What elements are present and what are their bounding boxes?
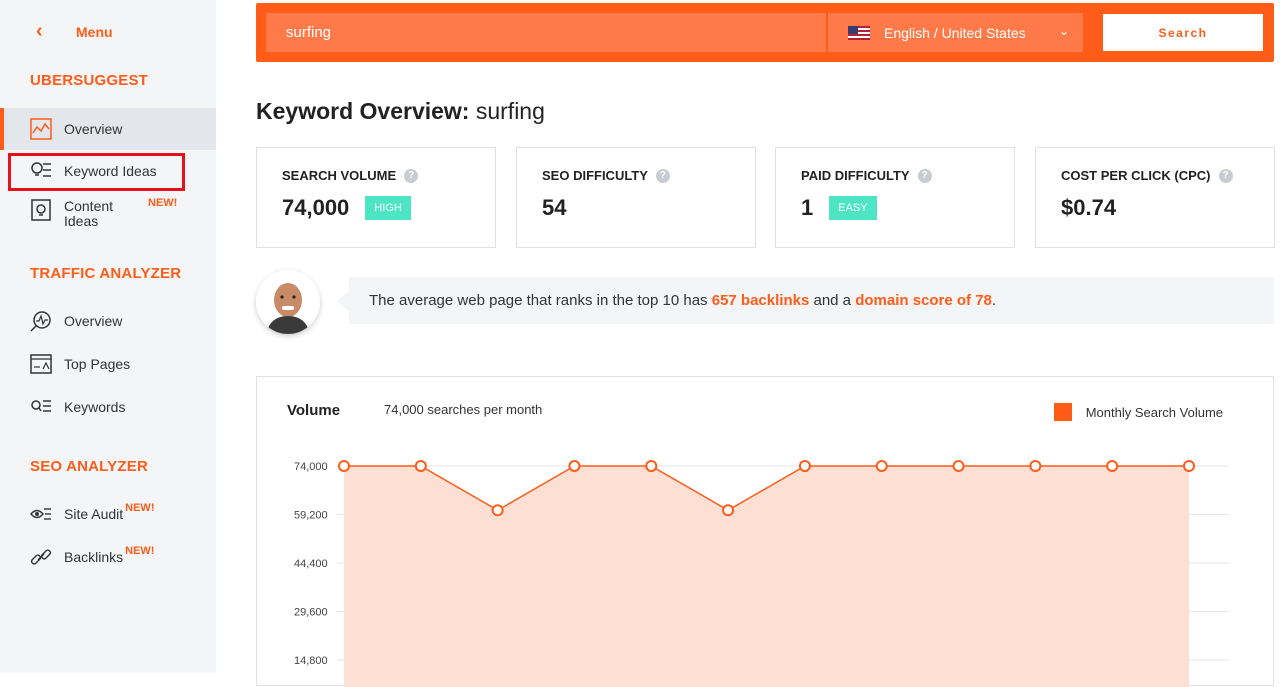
cpc-label: COST PER CLICK (CPC) [1061,168,1211,183]
help-icon[interactable]: ? [917,168,932,183]
data-point[interactable] [568,460,581,472]
new-badge: NEW! [125,545,155,557]
sidebar-item-label: Site Audit [64,506,124,522]
y-tick-label: 44,400 [294,558,328,570]
section-seo-analyzer: SEO ANALYZER [30,458,148,475]
data-point[interactable] [491,504,504,517]
data-point[interactable] [1106,460,1119,472]
sidebar-item-label: Top Pages [64,356,131,372]
cpc-card: COST PER CLICK (CPC)? $0.74 [1035,147,1275,248]
search-volume-card: SEARCH VOLUME? 74,000 HIGH [256,147,496,248]
chart-subtitle: 74,000 searches per month [384,402,543,417]
content-ideas-label: Content Ideas [64,199,113,229]
tip-text: and a [809,292,856,309]
sidebar-item-overview[interactable]: Overview [0,108,216,150]
search-volume-value: 74,000 [282,195,350,220]
cpc-value: $0.74 [1061,195,1117,220]
data-point[interactable] [414,460,427,472]
search-volume-label: SEARCH VOLUME [282,168,397,183]
sidebar-item-label: Keywords [64,399,126,415]
y-tick-label: 29,600 [294,607,328,619]
volume-chart: 74,000 59,200 44,400 29,600 14,800 [294,460,1229,687]
legend-swatch [1053,403,1072,421]
series-line [344,465,1189,512]
menu-toggle[interactable]: ‹ Menu [36,20,113,43]
data-point[interactable] [722,504,735,517]
data-point[interactable] [338,460,350,472]
seo-difficulty-label: SEO DIFFICULTY [542,168,648,183]
data-point[interactable] [952,460,965,472]
tip-bubble: The average web page that ranks in the t… [337,277,1274,324]
sidebar-item-label: Overview [64,313,123,329]
y-tick-label: 74,000 [294,461,328,473]
paid-difficulty-label: PAID DIFFICULTY [801,168,910,183]
language-label: English / United States [884,24,1026,41]
sidebar-item-label: Overview [64,121,123,137]
search-bar: surfing English / United States ⌄ Search [256,3,1274,62]
chart-icon [30,118,52,140]
content-ideas-line2: Ideas [64,213,99,229]
help-icon[interactable]: ? [1218,168,1233,183]
sidebar-item-traffic-overview[interactable]: Overview [0,300,216,342]
new-badge: NEW! [148,197,178,209]
seo-difficulty-card: SEO DIFFICULTY? 54 [516,147,756,248]
tip-domain-score: domain score of 78 [855,292,992,309]
chart-legend: Monthly Search Volume [1053,403,1223,421]
site-audit-icon [30,508,51,520]
sidebar-item-label: Backlinks [64,549,124,565]
chart-title: Volume [287,402,341,419]
section-traffic-analyzer: TRAFFIC ANALYZER [30,265,182,282]
page-title-prefix: Keyword Overview: [256,98,470,124]
data-point[interactable] [1183,460,1195,472]
highlight-box [8,153,185,191]
section-ubersuggest: UBERSUGGEST [30,72,149,89]
help-icon[interactable]: ? [404,168,419,183]
sidebar-item-top-pages[interactable]: Top Pages [0,343,216,385]
paid-difficulty-card: PAID DIFFICULTY? 1 EASY [775,147,1015,248]
keyword-ideas-icon [31,162,51,177]
content-ideas-line1: Content [64,198,114,214]
paid-difficulty-value: 1 [801,195,814,220]
language-select[interactable]: English / United States ⌄ [828,13,1083,52]
data-point[interactable] [875,460,888,472]
data-point[interactable] [645,460,658,472]
y-tick-label: 59,200 [294,510,328,522]
chevron-left-icon: ‹ [36,20,43,42]
us-flag-icon [848,25,870,40]
tip-backlinks: 657 backlinks [711,292,810,309]
chevron-down-icon: ⌄ [1058,24,1069,38]
sidebar-item-backlinks[interactable]: Backlinks NEW! [0,536,216,578]
sidebar-item-label: Keyword Ideas [64,163,157,179]
top-pages-icon [30,354,52,374]
person-icon [256,270,320,334]
sidebar-item-site-audit[interactable]: Site Audit NEW! [0,493,216,535]
legend-label: Monthly Search Volume [1085,404,1223,420]
sidebar: ‹ Menu UBERSUGGEST Overview Keyword Idea… [0,0,216,673]
seo-difficulty-value: 54 [542,195,567,220]
status-badge: EASY [829,196,877,220]
search-button[interactable]: Search [1103,14,1263,51]
page-title-keyword: surfing [475,98,545,124]
data-point[interactable] [1029,460,1042,472]
data-point[interactable] [798,460,811,472]
page-title: Keyword Overview: surfing [256,98,545,125]
avatar [256,270,320,334]
content-ideas-icon [31,199,51,221]
analytics-icon [30,311,51,332]
help-icon[interactable]: ? [655,168,670,183]
keywords-icon [31,400,51,412]
menu-label: Menu [76,23,113,40]
sidebar-item-keywords[interactable]: Keywords [0,386,216,428]
link-icon [30,549,52,565]
tip-text: . [991,292,997,309]
volume-chart-card: Volume 74,000 searches per month Monthly… [256,376,1274,687]
tip-text: The average web page that ranks in the t… [369,292,712,309]
y-tick-label: 14,800 [294,655,328,667]
sidebar-item-keyword-ideas[interactable]: Keyword Ideas [0,150,216,192]
search-input[interactable]: surfing [266,13,826,52]
new-badge: NEW! [125,502,155,514]
sidebar-item-content-ideas[interactable]: Content Ideas NEW! [0,193,216,237]
series-area [344,466,1189,687]
status-badge: HIGH [365,196,411,220]
